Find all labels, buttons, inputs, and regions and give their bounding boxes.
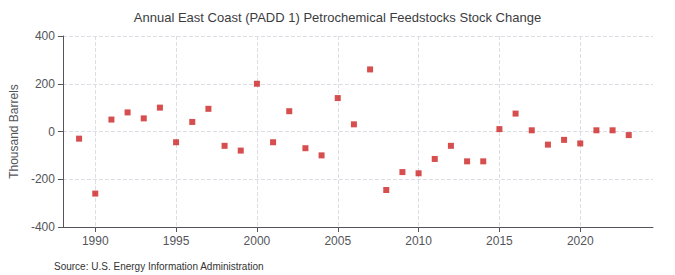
svg-text:Source: U.S. Energy Informatio: Source: U.S. Energy Information Administ…: [54, 261, 264, 272]
svg-text:-200: -200: [31, 172, 55, 186]
svg-text:1995: 1995: [163, 234, 190, 248]
svg-text:1990: 1990: [82, 234, 109, 248]
svg-text:2005: 2005: [324, 234, 351, 248]
svg-text:0: 0: [48, 125, 55, 139]
svg-text:Thousand Barrels: Thousand Barrels: [7, 84, 21, 179]
svg-text:2010: 2010: [405, 234, 432, 248]
svg-text:200: 200: [35, 77, 55, 91]
svg-text:2000: 2000: [244, 234, 271, 248]
svg-text:-400: -400: [31, 220, 55, 234]
svg-text:2015: 2015: [486, 234, 513, 248]
svg-text:Annual East Coast (PADD 1) Pet: Annual East Coast (PADD 1) Petrochemical…: [134, 10, 541, 25]
svg-text:400: 400: [35, 29, 55, 43]
svg-text:2020: 2020: [567, 234, 594, 248]
